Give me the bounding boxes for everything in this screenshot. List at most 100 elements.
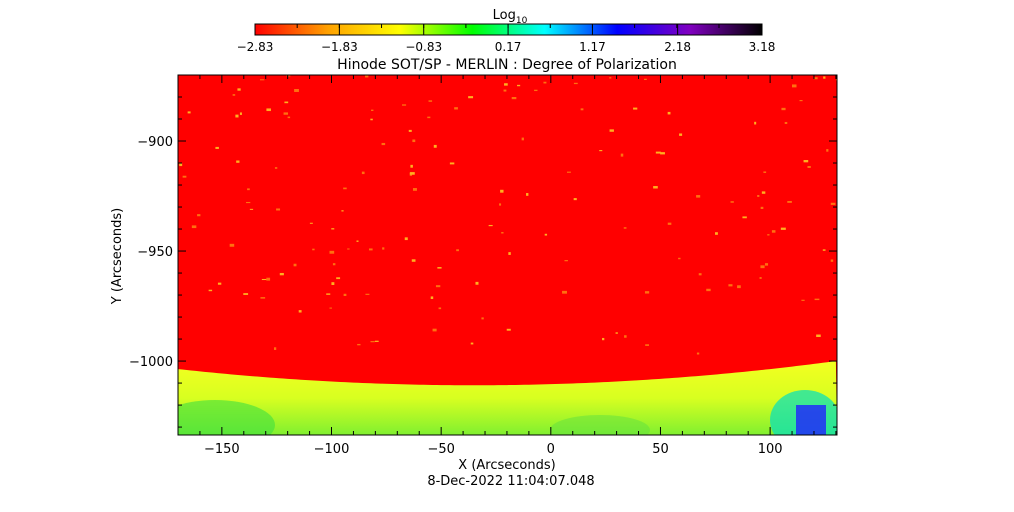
speckle bbox=[215, 146, 219, 149]
speckle bbox=[508, 252, 511, 255]
speckle bbox=[623, 227, 627, 229]
speckle bbox=[737, 285, 741, 289]
speckle bbox=[428, 100, 433, 102]
x-tick-label: −150 bbox=[204, 442, 240, 457]
speckle bbox=[402, 104, 407, 106]
speckle bbox=[599, 150, 603, 152]
speckle bbox=[412, 188, 417, 191]
speckle bbox=[481, 317, 484, 320]
speckle bbox=[249, 208, 254, 210]
speckle bbox=[191, 225, 197, 229]
speckle bbox=[761, 191, 766, 194]
speckle bbox=[243, 293, 249, 295]
speckle bbox=[544, 233, 548, 236]
speckle bbox=[370, 118, 373, 121]
speckle bbox=[696, 195, 701, 198]
speckle bbox=[437, 267, 442, 269]
speckle bbox=[615, 332, 618, 334]
speckle bbox=[432, 328, 437, 332]
speckle bbox=[347, 248, 350, 250]
speckle bbox=[653, 186, 658, 189]
speckle bbox=[235, 114, 239, 118]
speckle bbox=[374, 340, 379, 342]
speckle bbox=[633, 107, 638, 110]
speckle bbox=[678, 257, 681, 260]
speckle bbox=[408, 129, 412, 132]
speckle bbox=[787, 200, 792, 203]
speckle bbox=[247, 188, 250, 191]
speckle bbox=[830, 202, 836, 205]
speckle bbox=[667, 111, 671, 115]
speckle bbox=[343, 187, 347, 190]
speckle bbox=[667, 222, 672, 225]
speckle bbox=[454, 107, 458, 110]
x-tick-label: −100 bbox=[314, 442, 350, 457]
speckle bbox=[239, 112, 242, 115]
speckle bbox=[456, 249, 459, 252]
plot-frame bbox=[177, 74, 838, 436]
speckle bbox=[276, 208, 281, 211]
speckle bbox=[283, 112, 289, 115]
green-patch bbox=[178, 400, 275, 435]
speckle bbox=[365, 293, 370, 295]
speckle bbox=[309, 222, 313, 224]
speckle bbox=[475, 281, 479, 285]
speckle bbox=[715, 232, 718, 235]
speckle bbox=[822, 249, 826, 251]
speckle bbox=[331, 282, 335, 285]
speckle bbox=[433, 144, 437, 148]
speckle bbox=[329, 250, 335, 254]
speckle bbox=[287, 116, 291, 119]
speckle bbox=[728, 284, 733, 287]
speckle bbox=[801, 299, 805, 301]
speckle bbox=[830, 259, 834, 262]
speckle bbox=[370, 341, 375, 343]
speckle bbox=[187, 111, 191, 114]
speckle bbox=[679, 133, 683, 136]
x-tick-label: 0 bbox=[547, 442, 555, 457]
speckle bbox=[411, 259, 416, 262]
speckle bbox=[760, 265, 765, 269]
x-axis-label: X (Arcseconds) bbox=[458, 458, 555, 473]
speckle bbox=[764, 263, 769, 266]
speckle bbox=[412, 139, 416, 143]
speckle bbox=[259, 79, 265, 81]
speckle bbox=[814, 77, 818, 80]
speckle bbox=[826, 149, 829, 152]
speckle bbox=[279, 272, 284, 276]
speckle bbox=[329, 307, 332, 309]
speckle bbox=[382, 247, 385, 250]
y-tick-label: −1000 bbox=[129, 355, 173, 370]
speckle bbox=[759, 277, 762, 279]
speckle bbox=[799, 100, 803, 102]
speckle bbox=[760, 206, 764, 210]
colorbar-label: Log10 bbox=[493, 8, 528, 26]
speckle bbox=[365, 75, 369, 78]
speckle bbox=[517, 84, 521, 87]
speckle bbox=[246, 201, 251, 204]
speckle bbox=[293, 263, 297, 267]
speckle bbox=[499, 203, 502, 206]
speckle bbox=[645, 344, 650, 346]
speckle bbox=[534, 89, 538, 92]
speckle bbox=[266, 108, 271, 112]
speckle bbox=[331, 228, 335, 230]
speckle bbox=[573, 82, 578, 85]
speckle bbox=[767, 234, 770, 236]
speckle bbox=[470, 342, 474, 345]
speckle bbox=[706, 288, 711, 292]
speckle bbox=[286, 75, 291, 77]
colorbar-tick-label: 2.18 bbox=[664, 40, 691, 54]
speckle bbox=[543, 81, 547, 84]
speckle bbox=[468, 96, 474, 99]
speckle bbox=[409, 172, 415, 175]
speckle bbox=[506, 328, 511, 331]
speckle bbox=[763, 171, 767, 173]
speckle bbox=[404, 237, 408, 241]
speckle bbox=[803, 160, 809, 163]
colorbar-tick-label: −1.83 bbox=[321, 40, 358, 54]
speckle bbox=[620, 153, 624, 157]
speckle bbox=[521, 137, 524, 141]
y-tick-label: −950 bbox=[137, 245, 173, 260]
speckle bbox=[298, 310, 302, 313]
